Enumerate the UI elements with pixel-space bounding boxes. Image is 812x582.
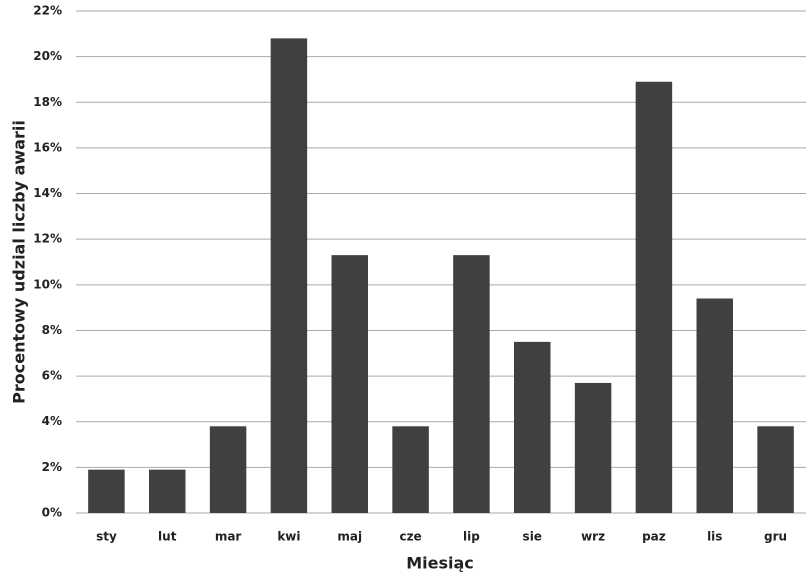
x-tick-label: kwi xyxy=(277,530,300,544)
y-axis-title: Procentowy udzial liczby awarii xyxy=(10,120,29,404)
x-tick-label: sie xyxy=(523,530,542,544)
y-tick-label: 16% xyxy=(33,140,62,154)
bar xyxy=(757,426,794,513)
y-tick-label: 12% xyxy=(33,232,62,246)
bar xyxy=(514,341,551,513)
y-tick-label: 10% xyxy=(33,277,62,291)
bar xyxy=(209,426,247,513)
y-tick-label: 8% xyxy=(42,323,62,337)
y-tick-label: 4% xyxy=(42,414,62,428)
x-axis-title: Miesiąc xyxy=(406,554,474,573)
bar xyxy=(574,382,612,513)
x-tick-label: wrz xyxy=(581,530,605,544)
bar xyxy=(149,469,186,513)
bar xyxy=(270,38,308,514)
x-tick-label: sty xyxy=(96,530,117,544)
x-tick-label: paz xyxy=(642,530,666,544)
bar xyxy=(88,469,125,513)
y-tick-label: 0% xyxy=(42,506,62,520)
y-tick-label: 22% xyxy=(33,4,62,18)
y-tick-label: 2% xyxy=(42,460,62,474)
bar xyxy=(453,255,490,513)
x-tick-label: lis xyxy=(707,530,722,544)
y-tick-label: 18% xyxy=(33,95,62,109)
x-tick-label: mar xyxy=(215,530,242,544)
x-tick-label: maj xyxy=(337,530,362,544)
bar xyxy=(331,255,368,513)
x-tick-label: lut xyxy=(158,530,177,544)
y-tick-label: 14% xyxy=(33,186,62,200)
x-tick-label: cze xyxy=(399,530,421,544)
bar xyxy=(635,81,673,514)
y-tick-label: 6% xyxy=(42,369,62,383)
y-tick-label: 20% xyxy=(33,49,62,63)
x-tick-label: lip xyxy=(463,530,480,544)
x-tick-label: gru xyxy=(764,530,787,544)
bar xyxy=(392,426,429,513)
bar xyxy=(696,298,733,513)
